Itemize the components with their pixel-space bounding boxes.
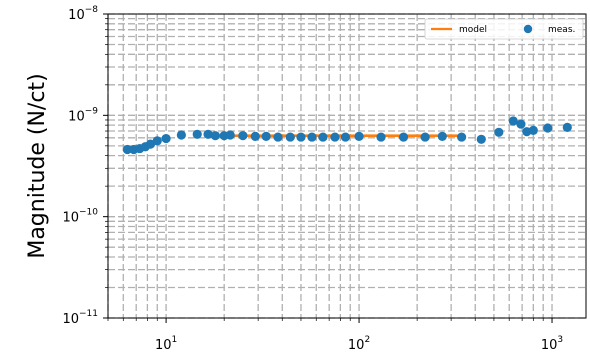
legend: model meas.: [424, 18, 584, 40]
meas-point: [261, 131, 271, 141]
meas-point: [225, 130, 235, 140]
meas-point: [376, 132, 386, 142]
meas-point: [273, 132, 283, 142]
grid: [107, 13, 586, 319]
meas-point: [210, 131, 220, 141]
meas-point: [398, 132, 409, 142]
series-meas: [122, 116, 572, 155]
meas-point: [152, 136, 162, 146]
meas-point: [296, 132, 306, 142]
meas-point: [354, 131, 364, 141]
meas-point: [307, 132, 317, 142]
meas-point: [203, 129, 213, 139]
x-tick-label: 101: [155, 335, 177, 352]
meas-point: [516, 119, 526, 129]
y-tick-label: 10−8: [68, 5, 98, 23]
meas-point: [528, 125, 538, 136]
meas-point: [437, 131, 447, 141]
legend-model-label: model: [459, 25, 487, 35]
meas-point: [494, 127, 504, 137]
meas-point: [238, 131, 248, 141]
y-tick-labels: 10−11 10−10 10−9 10−8: [62, 5, 98, 327]
y-tick-label: 10−9: [68, 106, 98, 124]
meas-point: [192, 129, 202, 139]
axis-ticks: [103, 13, 553, 323]
y-axis-label: Magnitude (N/ct): [25, 73, 50, 258]
meas-point: [285, 132, 295, 142]
legend-meas-swatch: [523, 24, 533, 34]
meas-point: [562, 122, 572, 133]
y-tick-label: 10−11: [62, 309, 98, 327]
meas-point: [508, 116, 518, 126]
x-tick-labels: 101 102 103: [155, 335, 563, 352]
meas-point: [476, 134, 486, 144]
legend-frame: [424, 18, 584, 40]
meas-point: [543, 123, 553, 133]
meas-point: [122, 144, 132, 155]
meas-point: [340, 132, 351, 142]
meas-point: [330, 132, 340, 142]
meas-point: [176, 130, 186, 140]
meas-point: [161, 133, 171, 144]
x-tick-label: 102: [348, 335, 370, 352]
meas-point: [420, 132, 430, 142]
meas-point: [318, 132, 328, 142]
meas-point: [457, 132, 467, 142]
legend-meas-label: meas.: [548, 25, 575, 35]
x-tick-label: 103: [541, 335, 563, 352]
y-tick-label: 10−10: [62, 208, 98, 226]
meas-point: [250, 131, 260, 141]
plot-area-frame: [107, 13, 587, 319]
